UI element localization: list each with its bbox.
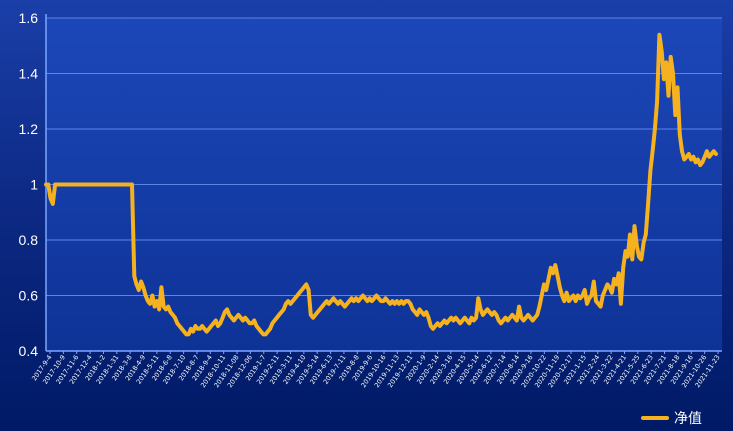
y-tick-label: 1.4 <box>19 66 39 82</box>
y-tick-label: 0.8 <box>19 232 39 248</box>
y-tick-label: 1.2 <box>19 121 39 137</box>
y-axis-ticks: 0.4 0.6 0.8 1 1.2 1.4 1.6 <box>19 10 39 359</box>
y-tick-label: 0.6 <box>19 288 39 304</box>
y-tick-label: 1.6 <box>19 10 39 26</box>
legend: 净值 <box>641 411 702 427</box>
x-axis-ticks: 2017-9-42017-10-92017-11-62017-12-42018-… <box>30 351 722 389</box>
series-group <box>44 32 718 337</box>
y-tick-label: 0.4 <box>19 343 39 359</box>
legend-label: 净值 <box>674 411 702 427</box>
series-line <box>44 32 718 337</box>
y-tick-label: 1 <box>30 177 38 193</box>
